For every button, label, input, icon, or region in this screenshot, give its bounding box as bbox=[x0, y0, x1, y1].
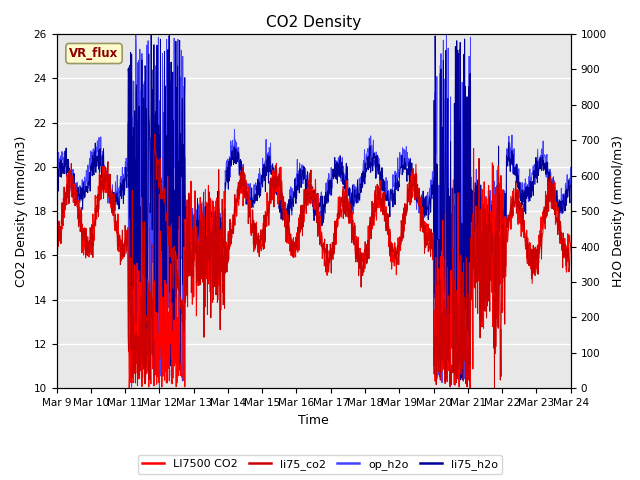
li75_co2 bbox=[113, 238, 121, 244]
op_h2o bbox=[132, 32, 140, 37]
op_h2o bbox=[346, 192, 353, 197]
LI7500 CO2 bbox=[52, 243, 60, 249]
op_h2o bbox=[271, 181, 279, 187]
op_h2o bbox=[52, 175, 60, 181]
LI7500 CO2 bbox=[567, 242, 575, 248]
LI7500 CO2 bbox=[291, 240, 298, 245]
Line: li75_h2o: li75_h2o bbox=[56, 35, 571, 387]
X-axis label: Time: Time bbox=[298, 414, 329, 427]
LI7500 CO2 bbox=[470, 145, 477, 151]
li75_h2o bbox=[271, 181, 279, 187]
li75_co2 bbox=[346, 205, 353, 211]
li75_h2o bbox=[113, 202, 121, 207]
op_h2o bbox=[92, 144, 100, 150]
Y-axis label: H2O Density (mmol/m3): H2O Density (mmol/m3) bbox=[612, 135, 625, 287]
LI7500 CO2 bbox=[282, 200, 289, 205]
li75_h2o bbox=[52, 176, 60, 181]
op_h2o bbox=[113, 172, 121, 178]
li75_co2 bbox=[567, 241, 575, 247]
li75_co2 bbox=[291, 245, 299, 251]
li75_co2 bbox=[491, 385, 499, 391]
li75_h2o bbox=[282, 209, 289, 215]
Title: CO2 Density: CO2 Density bbox=[266, 15, 361, 30]
li75_h2o bbox=[92, 154, 100, 159]
LI7500 CO2 bbox=[92, 208, 100, 214]
Legend: LI7500 CO2, li75_co2, op_h2o, li75_h2o: LI7500 CO2, li75_co2, op_h2o, li75_h2o bbox=[138, 455, 502, 474]
Line: LI7500 CO2: LI7500 CO2 bbox=[56, 148, 571, 388]
li75_co2 bbox=[271, 191, 279, 196]
li75_co2 bbox=[151, 131, 159, 137]
li75_co2 bbox=[282, 210, 289, 216]
li75_co2 bbox=[52, 245, 60, 251]
li75_h2o bbox=[346, 185, 353, 191]
LI7500 CO2 bbox=[113, 219, 121, 225]
li75_h2o bbox=[166, 32, 173, 37]
li75_h2o bbox=[567, 183, 575, 189]
Y-axis label: CO2 Density (mmol/m3): CO2 Density (mmol/m3) bbox=[15, 135, 28, 287]
op_h2o bbox=[291, 190, 299, 196]
op_h2o bbox=[156, 384, 163, 390]
Text: VR_flux: VR_flux bbox=[69, 47, 118, 60]
li75_co2 bbox=[92, 203, 100, 208]
LI7500 CO2 bbox=[271, 169, 278, 175]
op_h2o bbox=[282, 207, 290, 213]
li75_h2o bbox=[446, 384, 454, 390]
op_h2o bbox=[567, 165, 575, 170]
LI7500 CO2 bbox=[467, 385, 474, 391]
LI7500 CO2 bbox=[345, 196, 353, 202]
Line: op_h2o: op_h2o bbox=[56, 35, 571, 387]
li75_h2o bbox=[291, 176, 299, 182]
Line: li75_co2: li75_co2 bbox=[56, 134, 571, 388]
